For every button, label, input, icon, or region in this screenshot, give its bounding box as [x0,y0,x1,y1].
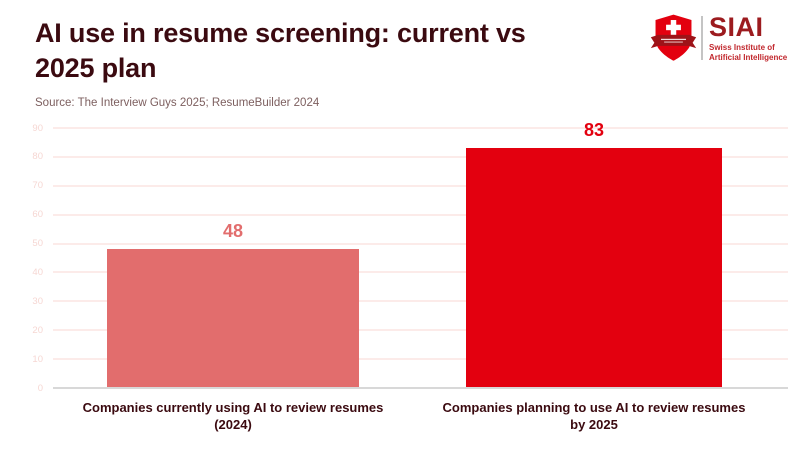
gridline [53,213,788,216]
page-title: AI use in resume screening: current vs 2… [35,16,615,85]
source-attribution: Source: The Interview Guys 2025; ResumeB… [35,97,320,109]
y-axis-tick-label: 30 [32,295,43,307]
logo-tagline: Swiss Institute of Artificial Intelligen… [709,43,787,62]
y-axis-tick-label: 10 [32,353,43,365]
gridline [53,271,788,274]
y-axis-tick-label: 20 [32,324,43,336]
x-category-label: Companies planning to use AI to review r… [384,400,800,434]
x-axis-line [53,387,788,389]
y-axis-tick-label: 40 [32,266,43,278]
gridline [53,300,788,303]
bar-value-label: 83 [583,120,605,141]
x-category-label: Companies currently using AI to review r… [23,400,443,434]
logo-tagline-line1: Swiss Institute of [709,42,775,52]
gridline [53,358,788,361]
page-title-line2: 2025 plan [35,52,157,83]
gridline [53,155,788,158]
x-category-label-line: Companies planning to use AI to review r… [442,400,746,415]
logo-tagline-line2: Artificial Intelligence [709,52,788,62]
logo-acronym: SIAI [709,11,764,42]
y-axis-tick-label: 70 [32,180,43,192]
swiss-shield-icon [650,14,697,61]
gridline [53,127,788,129]
logo-text-block: SIAI Swiss Institute of Artificial Intel… [709,11,787,62]
bar-value-label: 48 [222,221,244,242]
y-axis-tick-label: 90 [32,122,43,134]
x-category-label-line: Companies currently using AI to review r… [82,400,384,415]
y-axis-tick-label: 80 [32,151,43,163]
y-axis-tick-label: 0 [37,382,43,394]
y-axis-tick-label: 50 [32,238,43,250]
logo-divider [701,16,703,60]
bar-series-1 [466,148,722,387]
gridline [53,329,788,332]
x-category-label-line: by 2025 [570,416,618,432]
x-category-label-line: (2024) [214,416,252,432]
gridline [53,242,788,245]
siai-logo: SIAI Swiss Institute of Artificial Intel… [650,12,787,64]
gridline [53,184,788,187]
bar-series-0 [107,249,359,387]
y-axis-tick-label: 60 [32,209,43,221]
page-title-line1: AI use in resume screening: current vs [35,18,526,48]
